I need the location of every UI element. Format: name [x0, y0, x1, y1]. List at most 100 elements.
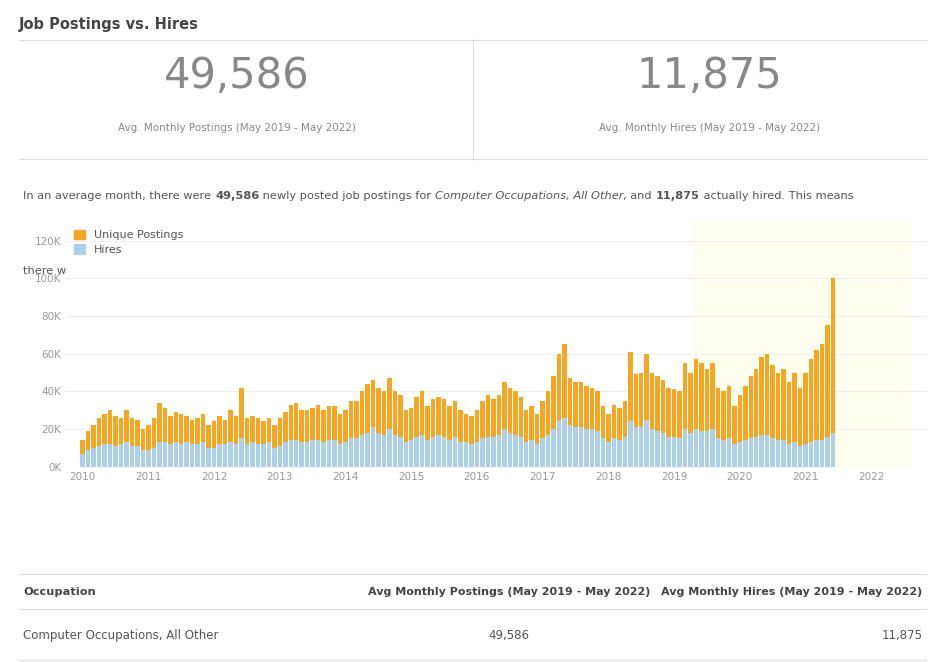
- Bar: [481, 438, 484, 467]
- Bar: [689, 433, 692, 467]
- Bar: [464, 442, 468, 467]
- Bar: [787, 444, 791, 467]
- Bar: [354, 438, 359, 467]
- Bar: [650, 373, 655, 467]
- Bar: [96, 418, 101, 467]
- Bar: [622, 436, 627, 467]
- Bar: [354, 401, 359, 467]
- Bar: [409, 408, 413, 467]
- Bar: [179, 444, 184, 467]
- Bar: [475, 410, 480, 467]
- Bar: [184, 416, 189, 467]
- Text: Computer Occupations, All Other: Computer Occupations, All Other: [407, 265, 595, 275]
- Bar: [502, 382, 506, 467]
- Bar: [760, 357, 764, 467]
- Bar: [540, 401, 545, 467]
- Bar: [289, 404, 293, 467]
- Bar: [206, 448, 211, 467]
- Bar: [184, 442, 189, 467]
- Text: 49,586: 49,586: [164, 55, 309, 97]
- Bar: [552, 429, 556, 467]
- Bar: [218, 416, 221, 467]
- Bar: [705, 369, 710, 467]
- Bar: [825, 326, 830, 467]
- Bar: [644, 420, 649, 467]
- Bar: [754, 369, 759, 467]
- Bar: [513, 435, 517, 467]
- Bar: [86, 431, 91, 467]
- Bar: [218, 444, 221, 467]
- Bar: [196, 444, 200, 467]
- Bar: [371, 380, 376, 467]
- Bar: [776, 373, 780, 467]
- Bar: [327, 406, 331, 467]
- Bar: [617, 408, 622, 467]
- Bar: [453, 401, 457, 467]
- Bar: [349, 438, 353, 467]
- Bar: [124, 410, 129, 467]
- Bar: [809, 442, 814, 467]
- Bar: [239, 387, 244, 467]
- Bar: [102, 444, 107, 467]
- Bar: [585, 429, 588, 467]
- Bar: [469, 444, 474, 467]
- Bar: [710, 363, 714, 467]
- Bar: [201, 442, 205, 467]
- Bar: [606, 442, 610, 467]
- Text: Avg Monthly Hires (May 2019 - May 2022): Avg Monthly Hires (May 2019 - May 2022): [661, 587, 922, 597]
- Bar: [151, 418, 156, 467]
- Bar: [398, 436, 402, 467]
- Bar: [305, 410, 309, 467]
- Bar: [436, 435, 441, 467]
- Bar: [612, 438, 616, 467]
- Bar: [469, 416, 474, 467]
- Text: .: .: [595, 265, 599, 275]
- Bar: [524, 442, 529, 467]
- Bar: [239, 438, 244, 467]
- Bar: [732, 406, 737, 467]
- Bar: [398, 395, 402, 467]
- Bar: [666, 436, 671, 467]
- Bar: [157, 402, 162, 467]
- Bar: [743, 440, 747, 467]
- Bar: [163, 408, 167, 467]
- Bar: [173, 442, 178, 467]
- Bar: [130, 418, 134, 467]
- Bar: [809, 359, 814, 467]
- Bar: [255, 418, 260, 467]
- Bar: [540, 438, 545, 467]
- Bar: [381, 435, 386, 467]
- Bar: [168, 416, 172, 467]
- Bar: [404, 410, 408, 467]
- Bar: [141, 429, 145, 467]
- Bar: [289, 440, 293, 467]
- Bar: [332, 440, 337, 467]
- Bar: [579, 382, 584, 467]
- Bar: [190, 444, 195, 467]
- Bar: [267, 418, 272, 467]
- Bar: [277, 418, 282, 467]
- Bar: [453, 436, 457, 467]
- Bar: [732, 444, 737, 467]
- Bar: [743, 386, 747, 467]
- Text: Computer Occupations, All Other: Computer Occupations, All Other: [435, 191, 623, 201]
- Bar: [481, 401, 484, 467]
- Bar: [606, 414, 610, 467]
- Bar: [748, 438, 753, 467]
- Bar: [803, 444, 808, 467]
- Bar: [267, 442, 272, 467]
- Text: there was approximately 1 hire for every 4 unique job postings for: there was approximately 1 hire for every…: [24, 265, 407, 275]
- Bar: [568, 425, 572, 467]
- Text: Job Postings vs. Hires: Job Postings vs. Hires: [19, 17, 199, 32]
- Bar: [414, 436, 419, 467]
- Bar: [130, 446, 134, 467]
- Bar: [781, 369, 786, 467]
- Bar: [272, 425, 276, 467]
- Bar: [426, 440, 429, 467]
- Bar: [568, 378, 572, 467]
- Bar: [442, 436, 447, 467]
- Bar: [672, 389, 676, 467]
- Bar: [699, 363, 704, 467]
- Bar: [393, 435, 397, 467]
- Bar: [508, 433, 512, 467]
